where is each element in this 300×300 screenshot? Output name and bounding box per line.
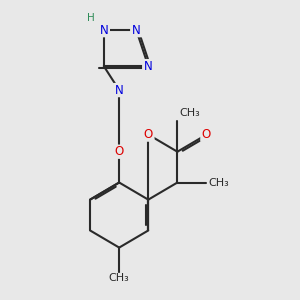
Text: N: N (131, 24, 142, 37)
Text: O: O (201, 128, 212, 141)
Text: N: N (115, 84, 124, 97)
Text: CH₃: CH₃ (208, 178, 229, 188)
Text: N: N (132, 24, 141, 37)
Text: N: N (144, 60, 153, 73)
Text: N: N (99, 24, 108, 37)
Text: O: O (144, 128, 153, 141)
Text: O: O (115, 145, 124, 158)
Text: N: N (98, 24, 109, 37)
Text: N: N (143, 60, 154, 73)
Text: H: H (87, 13, 94, 23)
Text: N: N (114, 84, 125, 97)
Text: CH₃: CH₃ (109, 273, 130, 284)
Text: CH₃: CH₃ (179, 108, 200, 118)
Text: O: O (143, 128, 154, 141)
Text: O: O (202, 128, 211, 141)
Text: O: O (114, 145, 125, 158)
